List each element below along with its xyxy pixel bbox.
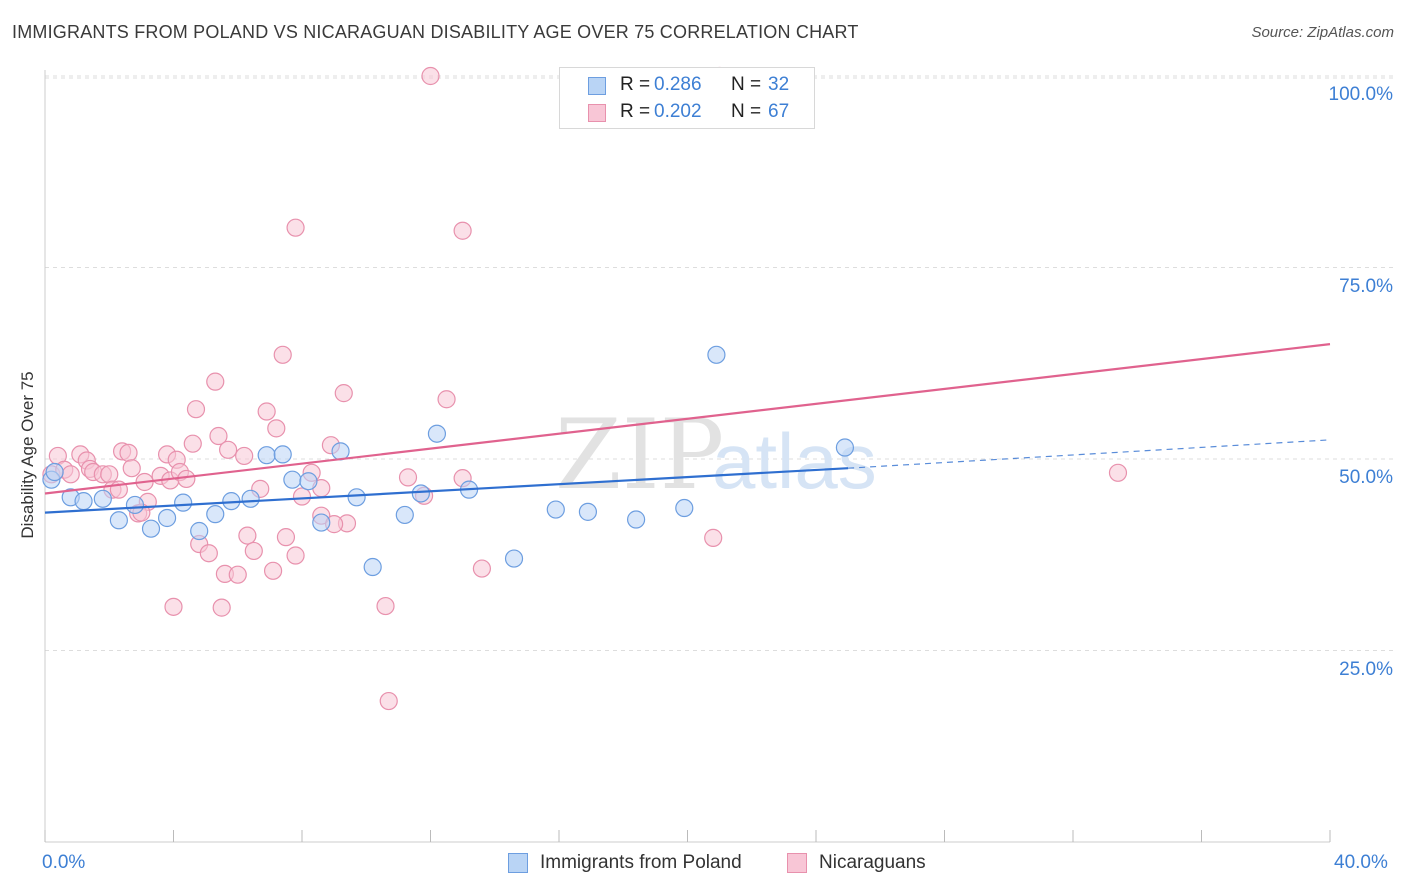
- y-tick-label: 50.0%: [1339, 467, 1393, 488]
- nicaraguans-trend-line: [44, 343, 1331, 495]
- n-value: 67: [768, 101, 790, 122]
- nicaraguans-point: [421, 66, 440, 86]
- poland-point: [157, 508, 177, 528]
- nicaraguans-point: [199, 544, 218, 563]
- r-value: 0.202: [654, 101, 702, 122]
- nicaraguans-point: [183, 434, 202, 453]
- nicaraguans-point: [119, 443, 138, 462]
- poland-point: [93, 489, 112, 508]
- nicaraguans-point: [398, 468, 418, 487]
- n-label: N =: [731, 101, 762, 122]
- nicaraguans-point: [273, 345, 292, 364]
- poland-point: [74, 492, 93, 511]
- axes: [44, 70, 1331, 843]
- nicaraguans-point: [61, 465, 80, 484]
- poland-point: [241, 489, 260, 508]
- poland-trend-line: [44, 467, 849, 514]
- r-label: R =: [620, 101, 651, 122]
- poland-point: [141, 519, 161, 538]
- n-value: 32: [768, 74, 790, 95]
- poland-point: [257, 446, 276, 465]
- poland-point: [109, 511, 128, 530]
- poland-point: [190, 521, 209, 541]
- nicaraguans-point: [453, 221, 472, 240]
- nicaraguans-swatch: [588, 104, 606, 122]
- poland-point: [312, 513, 331, 532]
- poland-point: [835, 438, 855, 457]
- poland-point: [331, 442, 350, 461]
- nicaraguans-point: [472, 559, 491, 578]
- nicaraguans-point: [209, 426, 228, 446]
- nicaraguans-point: [235, 446, 254, 466]
- nicaraguans-point: [376, 596, 395, 616]
- nicaraguans-legend-swatch: [787, 853, 807, 873]
- n-label: N =: [731, 74, 762, 95]
- nicaraguans-point: [286, 218, 305, 237]
- poland-point: [675, 498, 694, 518]
- nicaraguans-point: [334, 384, 353, 403]
- y-tick-label: 100.0%: [1328, 84, 1393, 105]
- poland-point: [299, 472, 318, 491]
- nicaraguans-point: [177, 469, 196, 489]
- poland-point: [125, 495, 145, 515]
- legend-label: Nicaraguans: [819, 852, 926, 873]
- chart-source: Source: ZipAtlas.com: [1251, 24, 1394, 41]
- nicaraguans-point: [286, 546, 305, 565]
- y-tick-label: 25.0%: [1339, 658, 1393, 680]
- poland-point: [283, 470, 302, 489]
- nicaraguans-point: [257, 402, 276, 421]
- r-value: 0.286: [654, 74, 702, 95]
- poland-point: [273, 445, 292, 464]
- nicaraguans-point: [219, 440, 238, 459]
- nicaraguans-point: [437, 390, 456, 409]
- stats-legend: R = 0.286 N = 32 R = 0.202 N = 67: [559, 67, 815, 129]
- watermark-zip: ZIP: [555, 399, 724, 511]
- nicaraguans-point: [276, 528, 296, 547]
- poland-point: [504, 549, 524, 568]
- nicaraguans-point: [100, 465, 119, 484]
- poland-swatch: [588, 77, 606, 95]
- poland-point: [395, 505, 414, 525]
- poland-point: [206, 505, 225, 524]
- y-axis-title: Disability Age Over 75: [18, 371, 37, 539]
- chart-title: IMMIGRANTS FROM POLAND VS NICARAGUAN DIS…: [12, 22, 859, 42]
- x-tick-label-min: 0.0%: [42, 852, 86, 873]
- poland-legend-swatch: [508, 853, 528, 873]
- watermark-atlas: atlas: [712, 417, 877, 505]
- nicaraguans-point: [206, 372, 225, 391]
- nicaraguans-point: [212, 598, 231, 617]
- nicaraguans-point: [704, 528, 723, 547]
- poland-point: [578, 502, 598, 521]
- nicaraguans-point: [122, 459, 141, 478]
- poland-point: [411, 484, 430, 503]
- y-tick-label: 75.0%: [1339, 275, 1393, 297]
- nicaraguans-point: [1108, 463, 1128, 482]
- poland-point: [347, 488, 366, 507]
- nicaraguans-point: [244, 541, 263, 561]
- data-points: [42, 66, 1128, 711]
- poland-point: [626, 510, 646, 529]
- nicaraguans-point: [263, 561, 283, 580]
- poland-point: [707, 345, 726, 364]
- nicaraguans-point: [267, 419, 286, 438]
- nicaraguans-point: [238, 526, 257, 545]
- legend-label: Immigrants from Poland: [540, 852, 742, 873]
- r-label: R =: [620, 74, 651, 95]
- poland-point: [427, 424, 447, 443]
- poland-point: [174, 493, 193, 512]
- trend-lines: [44, 343, 1331, 514]
- nicaraguans-point: [164, 597, 183, 616]
- poland-trend-extension: [848, 439, 1331, 469]
- grid-lines: [45, 75, 1395, 651]
- nicaraguans-point: [228, 565, 247, 584]
- x-tick-label-max: 40.0%: [1334, 852, 1388, 873]
- poland-point: [546, 500, 565, 519]
- poland-point: [363, 557, 382, 577]
- nicaraguans-point: [379, 691, 398, 711]
- poland-point: [45, 462, 64, 482]
- nicaraguans-point: [186, 400, 206, 419]
- nicaraguans-point: [292, 487, 312, 506]
